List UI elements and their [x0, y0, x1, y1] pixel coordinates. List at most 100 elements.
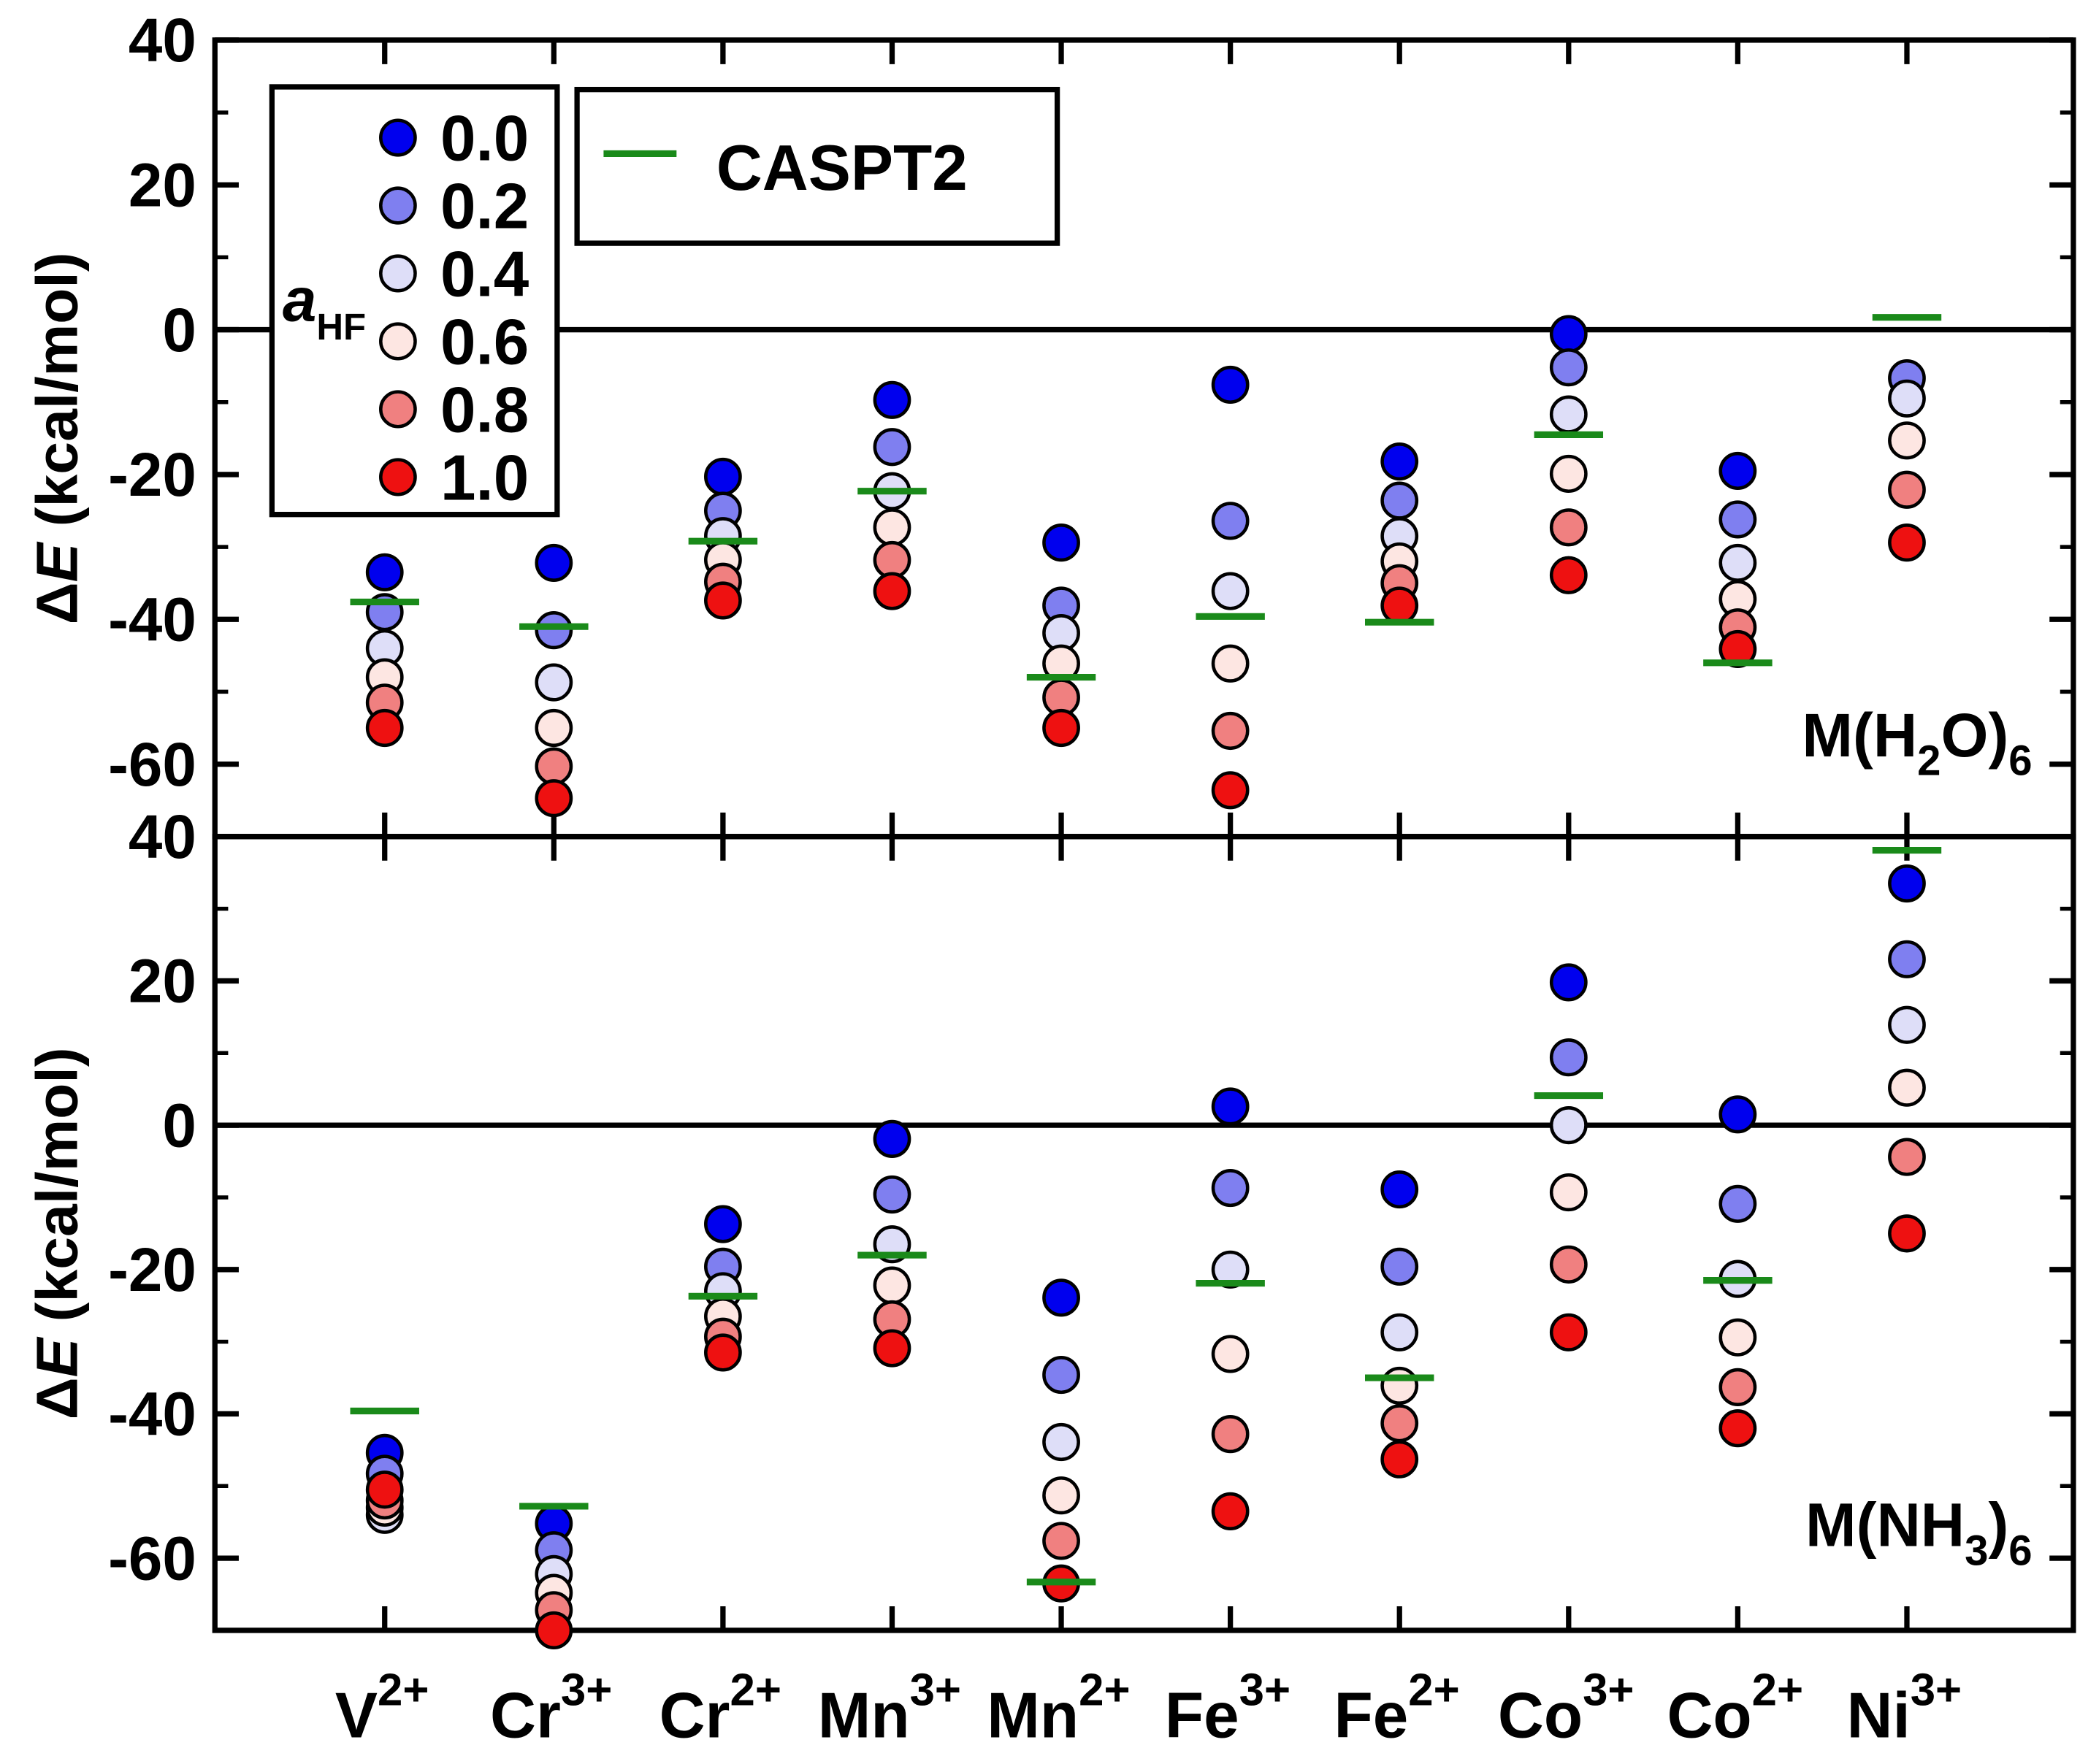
data-point [1042, 524, 1080, 562]
data-point [1549, 508, 1588, 547]
data-point [1211, 1335, 1250, 1373]
data-point [1380, 442, 1419, 481]
panel-label-part: 3 [1965, 1527, 1988, 1574]
x-tick-label: Fe2+ [1334, 1665, 1460, 1751]
data-point [1211, 771, 1250, 810]
data-point [1549, 454, 1588, 494]
data-point [1380, 1366, 1419, 1405]
data-point [1718, 629, 1757, 669]
x-tick-label-base: Cr [659, 1679, 730, 1751]
x-tick-label-base: Co [1667, 1679, 1751, 1751]
legend-title-main: a [283, 265, 316, 334]
data-point [1888, 1138, 1926, 1176]
x-tick-label-charge: 2+ [378, 1665, 429, 1715]
data-point [1888, 1068, 1926, 1107]
x-tick-label: Cr2+ [659, 1665, 781, 1751]
data-point [1211, 572, 1250, 610]
data-point [1549, 348, 1588, 387]
x-tick-label-base: Co [1498, 1679, 1583, 1751]
x-tick-label-charge: 2+ [1752, 1665, 1803, 1715]
y-axis-label-part: E [24, 541, 90, 582]
y-axis-label-part: Δ [24, 582, 90, 624]
data-point [1549, 1038, 1588, 1077]
data-point [535, 779, 573, 818]
data-point [1549, 1106, 1588, 1145]
y-axis-label-part: E [24, 1336, 90, 1377]
data-point [1211, 1415, 1250, 1454]
x-tick-label-charge: 3+ [561, 1665, 612, 1715]
data-point [873, 1175, 911, 1214]
y-tick-label: -20 [108, 440, 196, 509]
legend-label: CASPT2 [716, 132, 968, 204]
data-point [1888, 940, 1926, 978]
legend-label: 0.2 [440, 170, 529, 242]
data-point [1549, 1313, 1588, 1351]
plot-frame [212, 834, 2076, 1633]
x-tick-label-charge: 2+ [1079, 1665, 1130, 1715]
data-point [1042, 1476, 1080, 1515]
data-point [704, 1333, 742, 1372]
data-point [1211, 644, 1250, 683]
panel-label: M(H2O)6 [1802, 701, 2032, 785]
y-tick-label: 20 [129, 150, 196, 219]
data-point [365, 708, 404, 748]
panel-label-part: ) [1988, 1490, 2008, 1559]
legend-swatch [379, 254, 417, 293]
x-tick-label-base: Cr [490, 1679, 561, 1751]
data-point [1718, 500, 1757, 539]
x-tick-label-charge: 3+ [1583, 1665, 1634, 1715]
data-point [704, 1205, 742, 1243]
data-point [873, 380, 911, 419]
legend-label: 1.0 [440, 442, 529, 513]
data-point [873, 1266, 911, 1305]
data-point [1380, 1170, 1419, 1209]
data-point [873, 1119, 911, 1158]
data-point [1211, 1250, 1250, 1289]
data-point [1042, 1356, 1080, 1395]
panel-label-part: M(NH [1805, 1490, 1965, 1559]
x-tick-label: V2+ [335, 1665, 429, 1751]
data-point [1211, 1087, 1250, 1126]
legend-title: aHF [283, 265, 366, 348]
data-point [1718, 1184, 1757, 1223]
x-tick-label-base: V [335, 1679, 378, 1751]
data-point [1211, 711, 1250, 751]
x-tick-label: Ni3+ [1847, 1665, 1962, 1751]
x-tick-label-charge: 2+ [1408, 1665, 1459, 1715]
legend-box [269, 84, 560, 518]
legend-label: 0.4 [440, 238, 529, 310]
x-tick-label: Co2+ [1667, 1665, 1803, 1751]
data-point [1380, 1404, 1419, 1443]
data-point [1549, 1173, 1588, 1212]
data-point [1380, 481, 1419, 520]
data-point [1888, 379, 1926, 418]
data-point [1718, 1409, 1757, 1448]
x-tick-label-charge: 3+ [1911, 1665, 1962, 1715]
x-tick-label: Co3+ [1498, 1665, 1634, 1751]
legend-label: 0.6 [440, 306, 529, 377]
data-point [1380, 1247, 1419, 1286]
legend-label: 0.8 [440, 374, 529, 445]
y-tick-label: 0 [162, 1091, 196, 1159]
y-axis-label: ΔE (kcal/mol) [24, 1047, 90, 1419]
legend-swatch [379, 186, 417, 225]
x-tick-label-charge: 2+ [730, 1665, 781, 1715]
legend-swatch [379, 118, 417, 157]
x-tick-label: Fe3+ [1165, 1665, 1291, 1751]
data-point [365, 553, 404, 591]
legend-swatch [379, 458, 417, 496]
data-point [1042, 1522, 1080, 1560]
y-axis-label-part: (kcal/mol) [24, 1047, 90, 1338]
y-tick-label: 20 [129, 946, 196, 1015]
data-point [873, 428, 911, 467]
y-axis-label-part: Δ [24, 1377, 90, 1419]
x-tick-label-charge: 3+ [1239, 1665, 1291, 1715]
data-point [1888, 864, 1926, 903]
y-axis-label-part: (kcal/mol) [24, 252, 90, 542]
panel-label-part: M(H [1802, 701, 1917, 770]
data-point [1718, 1318, 1757, 1357]
data-point [1718, 451, 1757, 491]
data-point [1888, 524, 1926, 562]
data-point [1888, 470, 1926, 509]
data-point [1042, 1278, 1080, 1317]
